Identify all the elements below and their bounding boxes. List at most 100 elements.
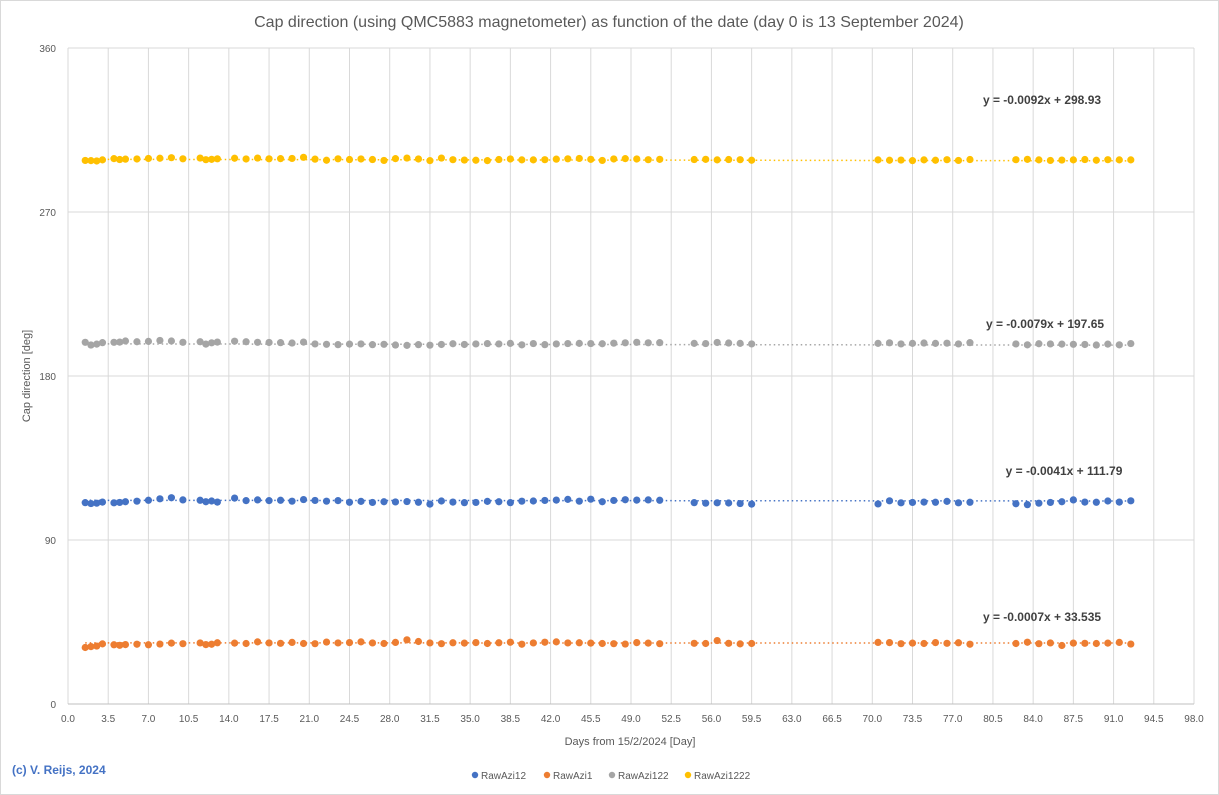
point-rawazi12 [483, 497, 491, 505]
point-rawazi122 [954, 340, 963, 348]
point-rawazi1222 [1023, 155, 1031, 163]
point-rawazi1 [87, 643, 95, 651]
point-rawazi1 [179, 640, 187, 648]
point-rawazi12 [633, 496, 641, 504]
point-rawazi1222 [1058, 156, 1066, 164]
legend-label: RawAzi1222 [694, 771, 751, 782]
point-rawazi1 [116, 641, 124, 649]
point-rawazi1222 [725, 155, 733, 164]
point-rawazi1222 [644, 156, 652, 164]
point-rawazi1222 [414, 155, 423, 163]
x-tick-label: 7.0 [141, 714, 155, 725]
point-rawazi1222 [156, 154, 164, 162]
point-rawazi1222 [208, 155, 216, 163]
point-rawazi12 [1023, 501, 1031, 509]
point-rawazi1222 [506, 155, 514, 163]
point-rawazi1222 [943, 156, 951, 164]
point-rawazi12 [265, 497, 273, 505]
data-points [81, 153, 1135, 652]
point-rawazi122 [1023, 341, 1031, 349]
point-rawazi1 [380, 639, 388, 648]
legend-label: RawAzi1 [553, 771, 593, 782]
point-rawazi12 [116, 498, 124, 507]
point-rawazi1 [506, 638, 514, 646]
point-rawazi12 [966, 498, 974, 506]
point-rawazi1222 [368, 155, 377, 164]
point-rawazi12 [552, 496, 560, 504]
point-rawazi1222 [690, 155, 698, 164]
point-rawazi1 [144, 641, 153, 649]
point-rawazi12 [725, 499, 733, 507]
point-rawazi12 [564, 495, 572, 503]
chart-title: Cap direction (using QMC5883 magnetomete… [254, 14, 964, 31]
point-rawazi12 [575, 497, 583, 505]
point-rawazi12 [414, 498, 423, 506]
point-rawazi122 [1046, 340, 1054, 348]
point-rawazi122 [495, 340, 503, 348]
point-rawazi1222 [231, 154, 239, 162]
point-rawazi122 [621, 339, 629, 347]
point-rawazi1222 [1046, 156, 1054, 165]
point-rawazi122 [121, 337, 130, 345]
x-tick-label: 10.5 [179, 714, 199, 725]
y-tick-label: 90 [45, 536, 57, 547]
point-rawazi1222 [621, 155, 629, 163]
point-rawazi1 [518, 640, 526, 648]
point-rawazi1 [495, 639, 503, 647]
x-tick-label: 52.5 [661, 714, 681, 725]
point-rawazi122 [1115, 341, 1123, 349]
point-rawazi12 [345, 498, 354, 506]
point-rawazi1222 [472, 156, 480, 164]
legend-label: RawAzi122 [618, 771, 669, 782]
point-rawazi1222 [345, 155, 354, 164]
point-rawazi12 [610, 496, 618, 505]
point-rawazi122 [437, 340, 446, 349]
point-rawazi12 [931, 498, 940, 506]
point-rawazi1222 [1069, 156, 1077, 164]
point-rawazi1222 [276, 155, 285, 163]
point-rawazi1 [133, 640, 141, 648]
point-rawazi1 [449, 639, 457, 647]
point-rawazi12 [93, 499, 101, 507]
point-rawazi12 [460, 499, 468, 507]
point-rawazi12 [368, 498, 377, 507]
point-rawazi12 [133, 497, 141, 505]
point-rawazi122 [265, 338, 273, 347]
legend-marker [608, 771, 616, 779]
point-rawazi1222 [736, 156, 744, 164]
point-rawazi122 [885, 339, 894, 347]
point-rawazi1222 [144, 154, 153, 163]
point-rawazi1 [725, 639, 733, 647]
point-rawazi12 [1058, 498, 1066, 506]
point-rawazi1 [426, 639, 434, 647]
point-rawazi1 [1104, 639, 1112, 647]
point-rawazi1222 [529, 156, 537, 164]
x-tick-label: 38.5 [501, 714, 521, 725]
x-tick-label: 98.0 [1184, 714, 1204, 725]
point-rawazi12 [144, 496, 153, 504]
point-rawazi1 [334, 639, 342, 647]
point-rawazi122 [931, 339, 940, 347]
legend-label: RawAzi12 [481, 771, 526, 782]
point-rawazi1 [1069, 639, 1077, 647]
point-rawazi1 [288, 638, 296, 647]
point-rawazi1222 [116, 155, 124, 164]
point-rawazi1222 [242, 155, 250, 163]
point-rawazi1222 [1115, 156, 1123, 164]
point-rawazi122 [552, 340, 560, 348]
legend: RawAzi12 RawAzi1 RawAzi122 RawAzi1222 [471, 771, 751, 782]
point-rawazi1 [920, 639, 928, 648]
point-rawazi1222 [587, 155, 595, 163]
x-tick-label: 0.0 [61, 714, 75, 725]
x-tick-label: 24.5 [340, 714, 360, 725]
legend-marker [684, 771, 692, 779]
point-rawazi12 [1127, 497, 1135, 505]
point-rawazi12 [179, 496, 187, 504]
point-rawazi1222 [265, 155, 273, 163]
point-rawazi12 [943, 497, 951, 505]
point-rawazi12 [908, 498, 917, 507]
legend-item-rawazi1222: RawAzi1222 [684, 771, 751, 782]
point-rawazi12 [311, 496, 319, 505]
point-rawazi1 [1046, 639, 1054, 647]
